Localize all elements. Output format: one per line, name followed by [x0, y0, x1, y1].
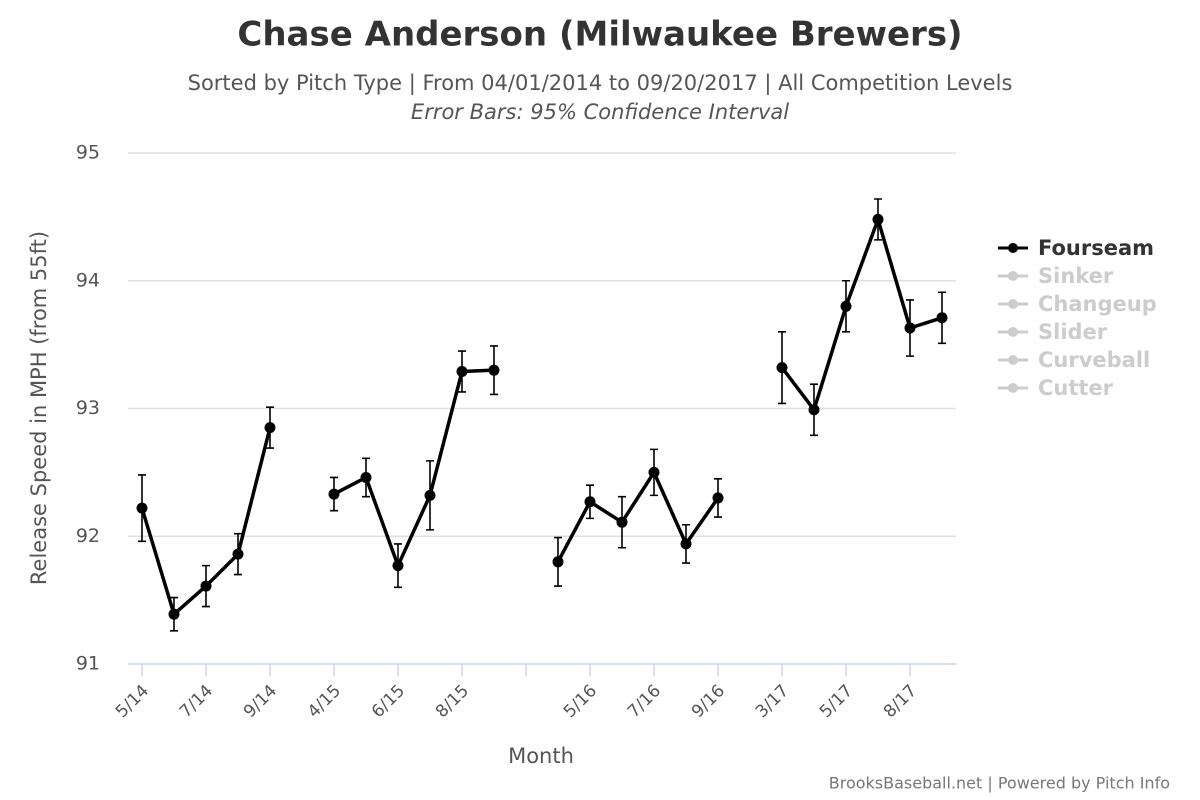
- chart-subtitle: Sorted by Pitch Type | From 04/01/2014 t…: [188, 71, 1013, 96]
- x-tick-label: 7/16: [624, 681, 665, 722]
- point: [456, 365, 468, 377]
- x-tick-label: 5/14: [112, 681, 153, 722]
- x-tick-label: 8/15: [432, 681, 473, 722]
- point: [264, 422, 276, 434]
- point: [776, 362, 788, 374]
- point: [840, 300, 852, 312]
- point: [936, 312, 948, 324]
- point: [392, 560, 404, 572]
- point: [232, 548, 244, 560]
- point: [584, 496, 596, 508]
- point: [200, 580, 212, 592]
- legend-marker: [1008, 243, 1018, 253]
- point: [552, 556, 564, 568]
- legend-label: Curveball: [1038, 348, 1150, 372]
- point: [168, 608, 180, 620]
- x-tick-label: 9/16: [688, 681, 729, 722]
- y-tick-label: 94: [76, 269, 100, 291]
- point: [872, 213, 884, 225]
- y-axis-title: Release Speed in MPH (from 55ft): [27, 231, 51, 585]
- y-tick-label: 91: [76, 653, 100, 675]
- point: [616, 516, 628, 528]
- point: [680, 538, 692, 550]
- point: [904, 322, 916, 334]
- legend-marker: [1008, 327, 1018, 337]
- chart-title: Chase Anderson (Milwaukee Brewers): [237, 15, 962, 55]
- x-tick-label: 5/17: [816, 681, 857, 722]
- x-tick-label: 7/14: [176, 681, 217, 722]
- point: [488, 364, 500, 376]
- point: [808, 404, 820, 416]
- y-tick-label: 93: [76, 397, 100, 419]
- x-tick-label: 6/15: [368, 681, 409, 722]
- point: [424, 489, 436, 501]
- legend-label: Cutter: [1038, 376, 1114, 400]
- point: [136, 502, 148, 514]
- x-axis-title: Month: [508, 744, 574, 768]
- legend-marker: [1008, 383, 1018, 393]
- point: [360, 471, 372, 483]
- point: [712, 492, 724, 504]
- legend-marker: [1008, 271, 1018, 281]
- x-tick-label: 9/14: [240, 681, 281, 722]
- x-tick-label: 4/15: [304, 681, 345, 722]
- legend-label: Fourseam: [1038, 236, 1154, 260]
- annotation: Error Bars: 95% Confidence Interval: [411, 100, 789, 124]
- legend-label: Slider: [1038, 320, 1108, 344]
- credit: BrooksBaseball.net | Powered by Pitch In…: [829, 774, 1170, 793]
- x-tick-label: 5/16: [560, 681, 601, 722]
- legend-label: Sinker: [1038, 264, 1114, 288]
- x-tick-label: 8/17: [880, 681, 921, 722]
- legend-label: Changeup: [1038, 292, 1157, 316]
- point: [328, 488, 340, 500]
- point: [648, 466, 660, 478]
- y-tick-label: 92: [76, 525, 100, 547]
- x-tick-label: 3/17: [752, 681, 793, 722]
- legend-marker: [1008, 299, 1018, 309]
- y-tick-label: 95: [76, 142, 100, 164]
- legend-marker: [1008, 355, 1018, 365]
- series-line: [140, 217, 943, 616]
